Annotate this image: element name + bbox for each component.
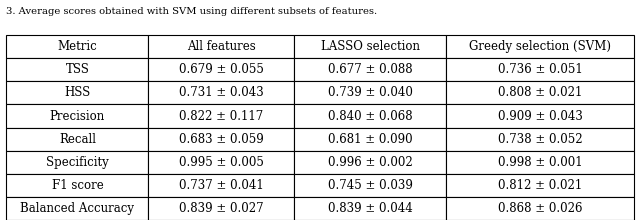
Text: 3. Average scores obtained with SVM using different subsets of features.: 3. Average scores obtained with SVM usin… xyxy=(6,7,378,16)
